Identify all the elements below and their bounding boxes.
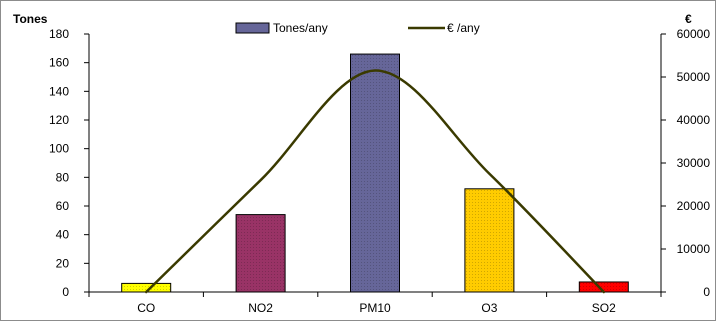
y2-tick-label: 30000 xyxy=(677,156,711,170)
y-tick-label: 180 xyxy=(49,27,69,41)
y-tick-label: 60 xyxy=(56,199,70,213)
y-tick-label: 80 xyxy=(56,170,70,184)
y2-tick-label: 50000 xyxy=(677,70,711,84)
y2-axis-title: € xyxy=(685,12,692,26)
bars-layer xyxy=(122,54,629,292)
y2-tick-label: 10000 xyxy=(677,242,711,256)
bar-texture-pm10 xyxy=(351,54,400,292)
y-tick-label: 120 xyxy=(49,113,69,127)
y-axis-title: Tones xyxy=(13,12,48,26)
legend-label-bar: Tones/any xyxy=(273,21,328,35)
y2-tick-label: 20000 xyxy=(677,199,711,213)
y-tick-label: 160 xyxy=(49,56,69,70)
legend-label-line: € /any xyxy=(447,21,480,35)
y-tick-label: 40 xyxy=(56,228,70,242)
y2-tick-label: 60000 xyxy=(677,27,711,41)
y2-tick-label: 0 xyxy=(703,285,710,299)
x-tick-label: PM10 xyxy=(359,301,391,315)
combo-chart: 0 20 40 60 80 100 120 140 160 180 0 10000 20000 30000… xyxy=(1,1,715,320)
y-tick-label: 0 xyxy=(62,285,69,299)
legend-swatch-bar xyxy=(236,23,269,33)
x-tick-label: O3 xyxy=(481,301,497,315)
y-tick-label: 140 xyxy=(49,84,69,98)
legend: Tones/any € /any xyxy=(236,21,480,35)
y2-tick-label: 40000 xyxy=(677,113,711,127)
bar-texture-no2 xyxy=(236,215,285,292)
x-tick-label: NO2 xyxy=(248,301,273,315)
x-tick-label: SO2 xyxy=(592,301,616,315)
y-tick-label: 100 xyxy=(49,142,69,156)
x-tick-label: CO xyxy=(137,301,155,315)
bar-texture-o3 xyxy=(465,189,514,292)
y-tick-label: 20 xyxy=(56,256,70,270)
